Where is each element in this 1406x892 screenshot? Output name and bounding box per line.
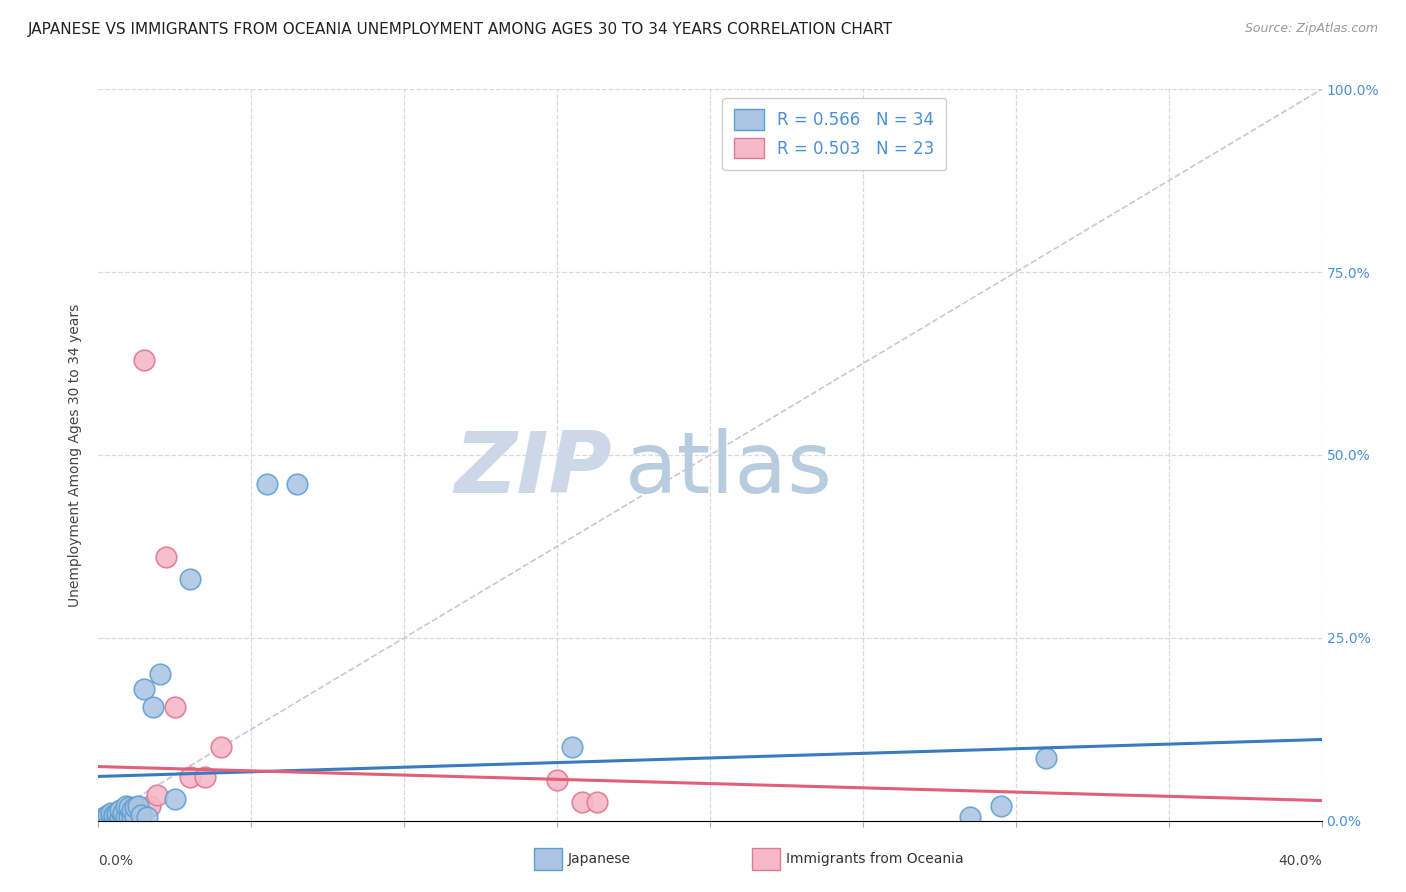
Point [124,810,146,824]
Point [103,807,125,822]
Point [546,773,568,788]
Legend: R = 0.566   N = 34, R = 0.503   N = 23: R = 0.566 N = 34, R = 0.503 N = 23 [723,97,946,169]
Point [121,810,143,824]
Point [127,810,149,824]
Point [121,803,143,817]
Point [97,810,120,824]
Point [285,477,308,491]
Point [163,791,186,805]
Point [571,796,593,810]
Point [115,810,138,824]
Point [105,810,128,824]
Point [1035,751,1057,765]
Point [100,807,122,822]
Point [118,810,141,824]
Point [561,740,583,755]
Point [194,770,217,784]
Point [124,800,146,814]
Point [105,806,128,821]
Point [118,800,141,814]
Text: atlas: atlas [624,428,832,511]
Point [97,807,120,822]
Point [111,807,134,822]
Point [256,477,278,491]
Point [142,700,165,714]
Point [959,810,981,824]
Point [179,572,201,586]
Point [108,810,131,824]
Point [124,806,146,821]
Point [115,799,138,814]
Point [115,810,138,824]
Y-axis label: Unemployment Among Ages 30 to 34 years: Unemployment Among Ages 30 to 34 years [69,303,83,607]
Point [93,810,115,824]
Point [990,799,1012,814]
Point [103,810,125,824]
Point [134,681,156,696]
Point [586,796,609,810]
Text: 40.0%: 40.0% [1278,854,1322,868]
Point [111,806,134,821]
Text: Immigrants from Oceania: Immigrants from Oceania [786,852,963,866]
Text: Japanese: Japanese [568,852,631,866]
Point [108,803,131,817]
Point [105,806,128,821]
Point [145,788,167,802]
Point [127,799,149,814]
Text: 0.0%: 0.0% [98,854,134,868]
Point [108,810,131,824]
Point [100,806,122,821]
Point [100,810,122,824]
Point [121,810,143,824]
Text: Source: ZipAtlas.com: Source: ZipAtlas.com [1244,22,1378,36]
Text: JAPANESE VS IMMIGRANTS FROM OCEANIA UNEMPLOYMENT AMONG AGES 30 TO 34 YEARS CORRE: JAPANESE VS IMMIGRANTS FROM OCEANIA UNEM… [28,22,893,37]
Point [163,700,186,714]
Point [179,770,201,784]
Point [136,810,159,824]
Point [129,807,152,822]
Point [111,810,134,824]
Point [93,810,115,824]
Point [155,550,177,565]
Point [149,667,172,681]
Point [118,803,141,817]
Point [103,810,125,824]
Text: ZIP: ZIP [454,428,612,511]
Point [139,799,162,814]
Point [134,352,156,367]
Point [209,740,232,755]
